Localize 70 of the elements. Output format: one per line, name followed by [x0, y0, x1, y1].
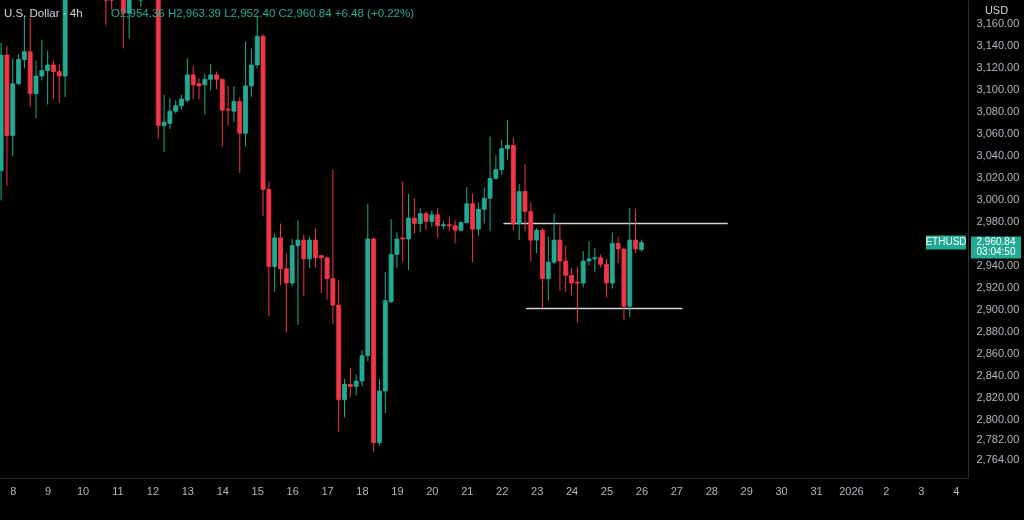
x-tick-label: 26 [635, 484, 649, 497]
x-tick-label: 8 [10, 484, 17, 497]
text: 2,960.84 [976, 236, 1016, 248]
x-tick-label: 30 [775, 484, 788, 497]
x-tick-label: 20 [426, 484, 439, 497]
candlestick [301, 234, 307, 297]
x-tick-label: 15 [251, 484, 264, 497]
y-tick-label: 3,040.00 [976, 148, 1020, 161]
y-tick-label: 2,980.00 [976, 214, 1020, 227]
x-tick-label: 4 [953, 484, 960, 497]
y-tick-label: 3,000.00 [976, 192, 1020, 205]
candlestick [633, 208, 638, 254]
x-tick-label: 2026 [839, 484, 864, 497]
y-tick-label: 2,940.00 [976, 258, 1020, 271]
y-tick-label: 3,060.00 [976, 126, 1020, 139]
annotation: ETHUSD [925, 236, 967, 248]
text: 03:04:50 [976, 246, 1016, 258]
candlestick [109, 0, 115, 11]
x-tick-label: 12 [146, 484, 160, 497]
candlestick [103, 0, 109, 26]
candlestick [347, 367, 353, 399]
x-tick-label: 29 [740, 484, 753, 497]
x-tick-label: 17 [321, 484, 334, 497]
y-tick-label: 3,120.00 [976, 60, 1020, 73]
x-tick-label: 31 [810, 484, 823, 497]
y-tick-label: 2,880.00 [976, 325, 1020, 338]
y-tick-label: 2,782.00 [976, 432, 1020, 445]
x-tick-label: 16 [286, 484, 299, 497]
x-tick-label: 21 [461, 484, 474, 497]
candlestick [406, 193, 411, 271]
candlestick [429, 209, 435, 228]
y-tick-label: 3,080.00 [976, 104, 1020, 117]
x-tick-label: 24 [565, 484, 579, 497]
y-tick-label: 2,840.00 [976, 369, 1020, 382]
x-tick-label: 25 [600, 484, 614, 497]
y-tick-label: 2,860.00 [976, 347, 1020, 360]
y-tick-label: 3,100.00 [976, 82, 1020, 95]
x-tick-label: 18 [356, 484, 369, 497]
candlestick [400, 181, 406, 263]
x-tick-label: 2 [883, 484, 890, 497]
y-tick-label: 3,020.00 [976, 170, 1020, 183]
y-tick-label: 2,900.00 [976, 302, 1020, 315]
x-tick-label: 3 [918, 484, 925, 497]
x-tick-label: 23 [531, 484, 544, 497]
x-tick-label: 22 [496, 484, 509, 497]
candlestick [138, 0, 144, 8]
y-tick-label: 2,820.00 [976, 391, 1020, 404]
x-tick-label: 11 [112, 484, 124, 497]
candlestick [231, 85, 237, 123]
x-tick-label: 27 [670, 484, 683, 497]
x-tick-label: 28 [705, 484, 718, 497]
x-tick-label: 10 [76, 484, 90, 497]
y-tick-label: 2,800.00 [976, 413, 1020, 426]
y-tick-label: 3,160.00 [976, 16, 1020, 29]
x-tick-label: 19 [391, 484, 404, 497]
candlestick [534, 227, 540, 254]
text: U.S. Dollar · 4h [4, 7, 83, 19]
candlestick [342, 378, 347, 418]
x-tick-label: 13 [181, 484, 194, 497]
candlestick [411, 197, 417, 234]
x-tick-label: 9 [45, 484, 52, 497]
candlestick [307, 236, 313, 269]
y-tick-label: 2,764.00 [976, 452, 1020, 465]
y-tick-label: 2,920.00 [976, 280, 1020, 293]
x-tick-label: 14 [216, 484, 229, 497]
y-tick-label: 3,140.00 [976, 38, 1020, 51]
y-axis-title: USD [984, 3, 1009, 16]
candlestick [423, 210, 429, 231]
candlestick [435, 207, 441, 239]
candlestick [417, 207, 423, 233]
